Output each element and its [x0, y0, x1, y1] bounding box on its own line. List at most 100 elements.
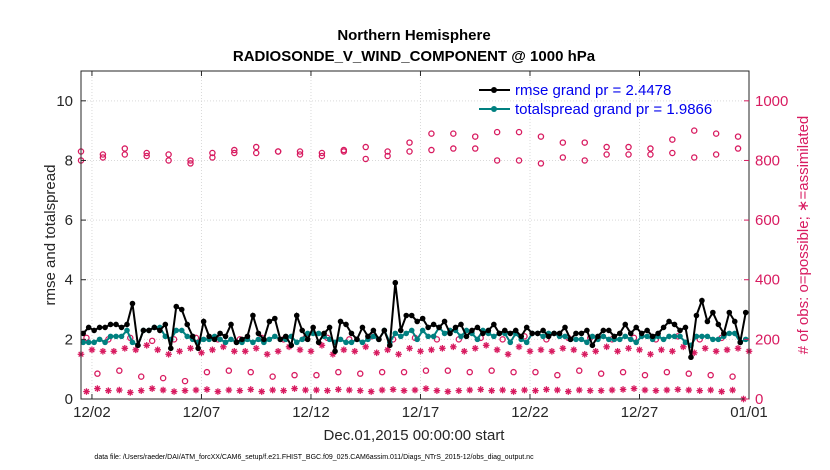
chart-title: Northern Hemisphere — [337, 27, 490, 44]
totalspread-point — [682, 339, 689, 346]
rmse-point — [441, 318, 448, 325]
rmse-point — [573, 330, 579, 337]
assimilated-obs-point — [712, 347, 720, 355]
assimilated-obs-point — [280, 387, 287, 394]
rmse-point — [649, 333, 656, 340]
rmse-point — [222, 333, 229, 340]
assimilated-obs-point — [614, 347, 621, 355]
rmse-point — [403, 312, 410, 319]
assimilated-obs-point — [291, 385, 298, 392]
rmse-point — [606, 327, 612, 334]
rmse-point — [600, 327, 607, 334]
possible-obs-point — [641, 371, 649, 379]
possible-obs-point — [712, 151, 720, 158]
rmse-point — [151, 324, 158, 331]
rmse-point — [562, 324, 568, 331]
possible-obs-point — [707, 371, 714, 379]
rmse-point — [480, 330, 486, 337]
possible-obs-point — [362, 155, 369, 163]
rmse-point — [96, 324, 103, 331]
assimilated-obs-point — [658, 346, 665, 354]
possible-obs-point — [384, 148, 391, 155]
possible-obs-point — [559, 139, 567, 146]
totalspread-point — [348, 339, 355, 346]
possible-obs-point — [247, 368, 254, 376]
totalspread-point — [228, 336, 234, 343]
totalspread-point — [85, 339, 92, 346]
assimilated-obs-point — [378, 386, 386, 394]
possible-obs-point — [444, 367, 452, 374]
rmse-point — [408, 312, 415, 319]
rmse-point — [447, 330, 453, 337]
assimilated-obs-point — [444, 388, 452, 395]
possible-obs-point — [159, 374, 167, 382]
possible-obs-point — [116, 367, 123, 374]
assimilated-obs-point — [105, 387, 112, 394]
possible-obs-point — [313, 371, 320, 379]
assimilated-obs-point — [83, 388, 90, 395]
totalspread-point — [430, 333, 437, 340]
assimilated-obs-point — [537, 346, 545, 354]
rmse-point — [737, 339, 744, 346]
assimilated-obs-point — [192, 386, 200, 394]
totalspread-point — [124, 327, 130, 334]
assimilated-obs-point — [685, 386, 693, 394]
assimilated-obs-point — [488, 387, 495, 394]
totalspread-point — [272, 333, 278, 340]
rmse-point — [157, 327, 163, 334]
possible-obs-point — [647, 151, 654, 158]
totalspread-point — [523, 339, 530, 346]
rmse-point — [485, 327, 492, 334]
assimilated-obs-point — [198, 349, 205, 357]
assimilated-obs-point — [148, 385, 156, 392]
rmse-point — [567, 336, 574, 343]
totalspread-point — [113, 333, 119, 340]
assimilated-obs-point — [252, 345, 260, 352]
assimilated-obs-point — [603, 343, 610, 351]
rmse-point — [332, 348, 338, 355]
possible-obs-point — [99, 151, 107, 158]
rmse-point — [392, 279, 399, 286]
totalspread-point — [600, 333, 607, 340]
assimilated-obs-point — [428, 346, 435, 354]
rmse-point — [250, 312, 256, 319]
rmse-point — [578, 330, 585, 337]
rmse-point — [704, 318, 711, 325]
legend-spread-label: totalspread grand pr = 1.9866 — [515, 101, 712, 118]
rmse-point — [611, 333, 618, 340]
rmse-point — [584, 327, 590, 334]
possible-obs-point — [137, 373, 145, 380]
totalspread-point — [710, 336, 716, 343]
rmse-point — [512, 327, 519, 334]
possible-obs-point — [537, 133, 545, 140]
possible-obs-point — [400, 368, 408, 376]
assimilated-obs-point — [543, 386, 550, 393]
assimilated-obs-point — [263, 350, 271, 358]
assimilated-obs-point — [433, 387, 441, 394]
assimilated-obs-point — [548, 347, 556, 355]
totalspread-point — [91, 339, 97, 346]
rmse-point — [425, 324, 431, 331]
possible-obs-point — [499, 336, 506, 343]
totalspread-point — [419, 327, 426, 334]
possible-obs-point — [690, 127, 698, 134]
rmse-point — [326, 324, 333, 331]
legend: rmse grand pr = 2.4478 totalspread grand… — [479, 82, 712, 118]
totalspread-point — [562, 333, 568, 340]
y-right-tick-label: 0 — [755, 391, 763, 408]
assimilated-obs-point — [406, 345, 413, 352]
assimilated-obs-point — [499, 386, 506, 394]
y-axis-left-label: rmse and totalspread — [42, 165, 59, 306]
rmse-point — [107, 321, 114, 328]
y-right-tick-label: 400 — [755, 272, 780, 289]
totalspread-point — [414, 336, 420, 343]
assimilated-obs-point — [439, 345, 446, 352]
rmse-point — [731, 318, 738, 325]
rmse-layer — [80, 279, 749, 361]
x-axis: 12/02 12/07 12/12 12/17 12/22 12/27 01/01 — [73, 71, 768, 421]
assimilated-obs-point — [510, 388, 517, 395]
rmse-point — [282, 333, 289, 340]
assimilated-obs-point — [608, 386, 616, 394]
rmse-point — [556, 330, 563, 337]
assimilated-obs-point — [258, 388, 265, 395]
